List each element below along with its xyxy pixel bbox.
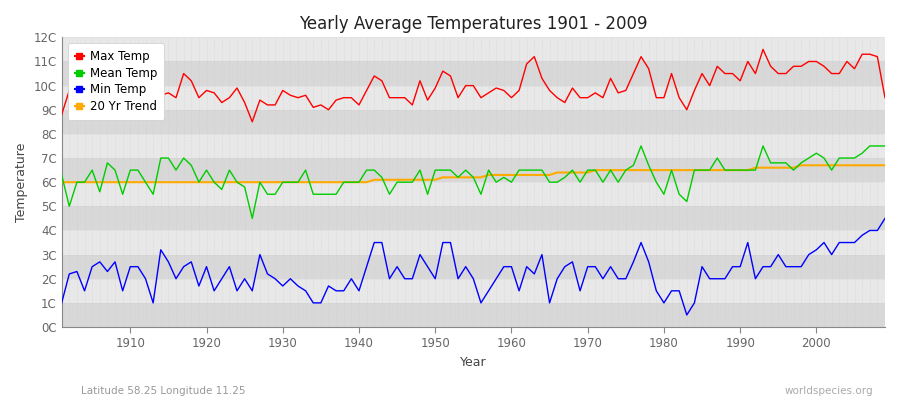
Bar [62,86,885,110]
X-axis label: Year: Year [460,356,487,369]
Title: Yearly Average Temperatures 1901 - 2009: Yearly Average Temperatures 1901 - 2009 [299,15,648,33]
Bar [62,279,885,303]
Legend: Max Temp, Mean Temp, Min Temp, 20 Yr Trend: Max Temp, Mean Temp, Min Temp, 20 Yr Tre… [68,43,165,120]
Text: Latitude 58.25 Longitude 11.25: Latitude 58.25 Longitude 11.25 [81,386,246,396]
Bar [62,255,885,279]
Bar [62,62,885,86]
Bar [62,303,885,327]
Bar [62,158,885,182]
Bar [62,110,885,134]
Bar [62,37,885,62]
Bar [62,206,885,230]
Bar [62,230,885,255]
Text: worldspecies.org: worldspecies.org [785,386,873,396]
Bar [62,134,885,158]
Bar [62,182,885,206]
Y-axis label: Temperature: Temperature [15,142,28,222]
